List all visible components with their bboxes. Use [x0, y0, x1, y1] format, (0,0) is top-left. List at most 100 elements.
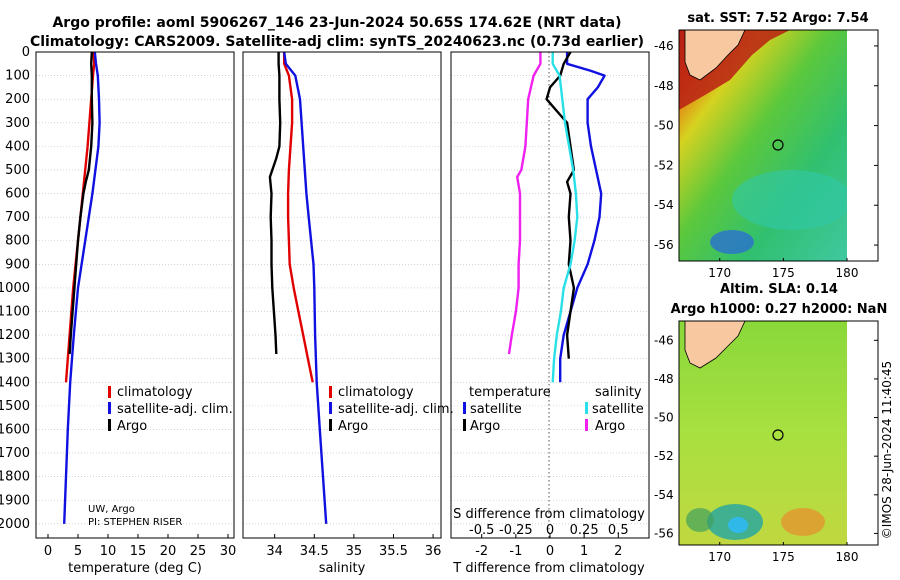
- sla-map: Altim. SLA: 0.14 Argo h1000: 0.27 h2000:…: [654, 282, 887, 564]
- depth-tick-label: 900: [5, 257, 30, 272]
- x-tick-label: 20: [160, 544, 177, 559]
- temperature-legend: climatology satellite-adj. clim. Argo: [108, 385, 233, 434]
- map-lon-label: 170: [708, 266, 731, 280]
- x-tick-label: -1: [509, 544, 522, 559]
- series-line-argo: [68, 52, 94, 355]
- legend-swatch-climatology: [329, 386, 332, 398]
- depth-tick-label: 100: [5, 69, 30, 84]
- legend-swatch-argo: [108, 419, 111, 431]
- legend-label-climatology: climatology: [338, 385, 414, 400]
- legend-label-satellite: satellite-adj. clim.: [338, 402, 454, 417]
- map-lat-label: -52: [654, 158, 674, 172]
- credit-timestamp: ©IMOS 28-Jun-2024 11:40:45: [880, 361, 894, 539]
- positive-sla-patch: [781, 508, 825, 536]
- sst-map-title: sat. SST: 7.52 Argo: 7.54: [687, 11, 868, 26]
- negative-sla-core: [728, 517, 748, 533]
- x-tick-label: 35.5: [379, 544, 408, 559]
- map-lon-label: 175: [772, 550, 795, 564]
- temperature-axes-box: [35, 51, 235, 539]
- depth-tick-label: 200: [5, 92, 30, 107]
- depth-tick-label: 1100: [0, 305, 30, 320]
- x-tick-label: 30: [220, 544, 237, 559]
- cold-patch: [710, 230, 754, 254]
- temperature-panel: 0 5 10 15 20 25 30 temperature (deg C) climato…: [35, 51, 237, 576]
- sla-map-title-1: Altim. SLA: 0.14: [720, 282, 838, 297]
- legend-swatch-satellite: [108, 402, 111, 414]
- x-tick-label: 35: [346, 544, 363, 559]
- map-lon-label: 170: [708, 550, 731, 564]
- depth-tick-label: 1000: [0, 281, 30, 296]
- cool-water-region: [732, 170, 849, 230]
- series-line-s-argo: [507, 52, 542, 355]
- s-tick-label: 0.25: [570, 523, 599, 538]
- legend-header-salinity: salinity: [595, 385, 642, 400]
- argo-position-marker: [772, 429, 784, 441]
- map-lat-label: -50: [654, 119, 674, 133]
- depth-tick-label: 2000: [0, 517, 30, 532]
- note-pi: PI: STEPHEN RISER: [88, 517, 182, 528]
- x-tick-label: 0: [44, 544, 52, 559]
- legend-header-temperature: temperature: [469, 385, 551, 400]
- depth-tick-label: 600: [5, 187, 30, 202]
- low-sla-patch: [686, 508, 714, 532]
- x-tick-label: -2: [475, 544, 488, 559]
- map-lat-label: -48: [654, 372, 674, 386]
- legend-swatch-climatology: [108, 386, 111, 398]
- x-tick-label: 1: [580, 544, 588, 559]
- map-lat-label: -46: [654, 39, 674, 53]
- s-tick-label: 0.5: [608, 523, 629, 538]
- temperature-xlabel: temperature (deg C): [68, 561, 202, 576]
- map-lon-label: 175: [772, 266, 795, 280]
- x-tick-label: 36: [425, 544, 442, 559]
- map-lon-label: 180: [836, 266, 859, 280]
- salinity-legend: climatology satellite-adj. clim. Argo: [329, 385, 454, 434]
- legend-label-s-satellite: satellite: [592, 402, 644, 417]
- series-line-satellite-adj-clim-: [283, 52, 328, 524]
- series-line-argo: [268, 52, 282, 355]
- depth-tick-label: 500: [5, 163, 30, 178]
- s-tick-label: -0.25: [499, 523, 533, 538]
- depth-tick-label: 0: [22, 45, 30, 60]
- s-difference-label: S difference from climatology: [453, 507, 645, 522]
- x-tick-label: 25: [190, 544, 207, 559]
- depth-tick-label: 300: [5, 116, 30, 131]
- difference-axes-box: [450, 51, 650, 539]
- legend-label-t-argo: Argo: [470, 419, 500, 434]
- depth-tick-label: 1800: [0, 470, 30, 485]
- legend-label-satellite: satellite-adj. clim.: [117, 402, 233, 417]
- legend-swatch-t-argo: [463, 419, 466, 431]
- x-tick-label: 15: [130, 544, 147, 559]
- salinity-xlabel: salinity: [319, 561, 366, 576]
- depth-tick-label: 1500: [0, 399, 30, 414]
- map-lat-label: -54: [654, 198, 674, 212]
- depth-tick-label: 1700: [0, 446, 30, 461]
- map-lat-label: -52: [654, 449, 674, 463]
- legend-swatch-s-satellite: [585, 402, 588, 414]
- depth-tick-label: 1400: [0, 375, 30, 390]
- title-line-2: Climatology: CARS2009. Satellite-adj cli…: [30, 34, 644, 50]
- depth-tick-label: 800: [5, 234, 30, 249]
- s-tick-label: 0: [546, 523, 554, 538]
- depth-tick-label: 400: [5, 139, 30, 154]
- map-lat-label: -56: [654, 526, 674, 540]
- depth-tick-label: 1600: [0, 422, 30, 437]
- land-new-zealand: [684, 30, 746, 81]
- legend-label-t-satellite: satellite: [470, 402, 522, 417]
- depth-tick-label: 1300: [0, 352, 30, 367]
- series-line-satellite-adj-clim-: [63, 52, 101, 524]
- x-tick-label: 34: [266, 544, 283, 559]
- t-difference-xlabel: T difference from climatology: [452, 561, 645, 576]
- x-tick-label: 5: [74, 544, 82, 559]
- sla-map-frame: [678, 320, 879, 546]
- map-lon-label: 180: [836, 550, 859, 564]
- sst-map-frame: [678, 29, 879, 262]
- depth-tick-label: 1900: [0, 493, 30, 508]
- depth-axis: 0 100 200 300 400 500 600 700 800 900 1000 1100 1200…: [0, 45, 30, 532]
- legend-swatch-satellite: [329, 402, 332, 414]
- x-tick-label: 34.5: [300, 544, 329, 559]
- series-line-climatology: [283, 52, 314, 383]
- x-tick-label: 2: [614, 544, 622, 559]
- map-lat-label: -54: [654, 488, 674, 502]
- title-line-1: Argo profile: aoml 5906267_146 23-Jun-20…: [52, 15, 621, 31]
- s-tick-label: -0.5: [469, 523, 494, 538]
